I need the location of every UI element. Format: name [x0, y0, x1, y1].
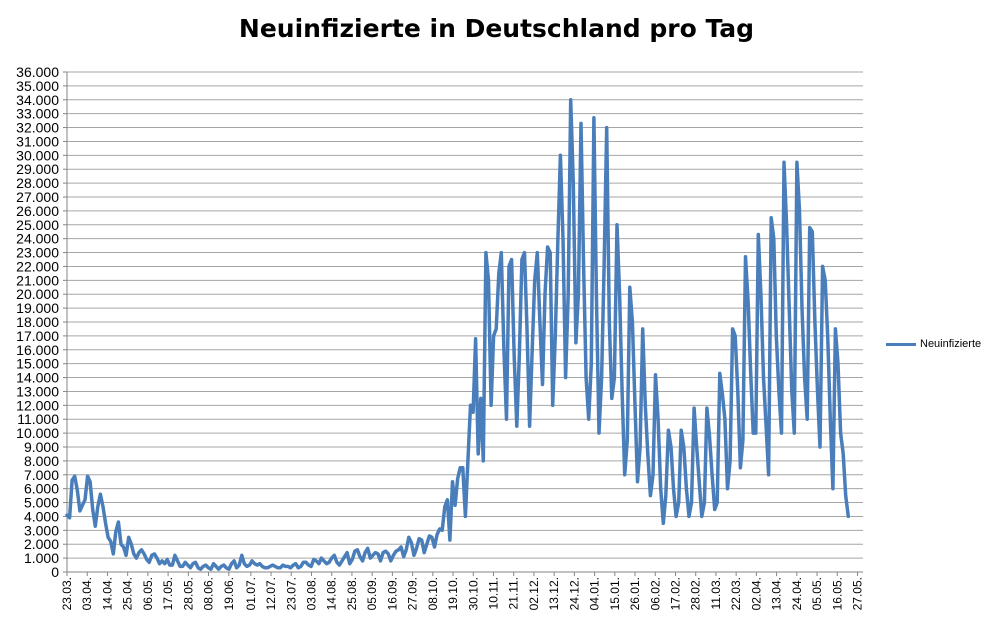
y-tick-label: 7.000 [24, 467, 59, 483]
y-tick-label: 4.000 [24, 508, 59, 524]
y-tick-label: 25.000 [16, 217, 59, 233]
y-tick-label: 0 [51, 564, 59, 580]
x-tick-label: 08.10. [426, 577, 440, 610]
y-tick-label: 1.000 [24, 550, 59, 566]
x-tick-label: 02.12. [527, 577, 541, 610]
y-tick-label: 27.000 [16, 189, 59, 205]
x-tick-label: 23.03. [60, 577, 74, 610]
legend: Neuinfizierte [886, 338, 981, 350]
x-tick-label: 14.08. [325, 577, 339, 610]
x-tick-label: 01.07. [244, 577, 258, 610]
x-tick-label: 21.11. [507, 577, 521, 609]
series-line-neuinfizierte [65, 98, 851, 571]
x-tick-label: 24.04. [790, 577, 804, 610]
x-tick-label: 12.07. [264, 577, 278, 610]
legend-label: Neuinfizierte [920, 338, 982, 350]
y-tick-label: 16.000 [16, 342, 59, 358]
x-tick-label: 14.04. [100, 577, 114, 610]
y-tick-label: 29.000 [16, 161, 59, 177]
series-layer [65, 98, 851, 571]
x-tick-label: 27.09. [406, 577, 420, 610]
legend-swatch [886, 342, 916, 346]
y-tick-label: 11.000 [17, 411, 59, 427]
y-tick-label: 23.000 [16, 245, 59, 261]
x-tick-label: 06.05. [141, 577, 155, 610]
x-tick-label: 15.01. [608, 577, 622, 610]
y-tick-label: 34.000 [16, 92, 59, 108]
x-tick-label: 25.08. [345, 577, 359, 610]
x-tick-label: 19.10. [446, 577, 460, 610]
y-tick-label: 2.000 [24, 536, 59, 552]
y-tick-label: 26.000 [16, 203, 59, 219]
y-tick-label: 18.000 [16, 314, 59, 330]
x-tick-label: 23.07. [284, 577, 298, 610]
y-tick-label: 5.000 [24, 495, 59, 511]
y-tick-label: 6.000 [24, 481, 59, 497]
x-tick-label: 17.02. [668, 577, 682, 610]
x-tick-label: 16.05. [830, 577, 844, 610]
x-tick-label: 30.10. [466, 577, 480, 610]
x-tick-label: 16.09. [385, 577, 399, 610]
x-tick-label: 03.04. [80, 577, 94, 610]
y-tick-label: 3.000 [24, 522, 59, 538]
y-axis-tick-labels: 01.0002.0003.0004.0005.0006.0007.0008.00… [16, 64, 59, 580]
y-tick-label: 9.000 [24, 439, 59, 455]
x-tick-label: 08.06. [202, 577, 216, 610]
y-tick-label: 21.000 [16, 272, 59, 288]
y-tick-label: 17.000 [16, 328, 59, 344]
x-tick-label: 27.05. [850, 577, 864, 610]
chart-title: Neuinfizierte in Deutschland pro Tag [238, 14, 755, 43]
x-tick-label: 25.04. [121, 577, 135, 610]
y-tick-label: 12.000 [16, 397, 59, 413]
x-tick-label: 04.01. [588, 577, 602, 610]
y-tick-label: 14.000 [16, 370, 59, 386]
x-tick-label: 17.05. [161, 577, 175, 610]
x-tick-label: 22.03. [729, 577, 743, 610]
y-tick-label: 28.000 [16, 175, 59, 191]
x-tick-label: 19.06. [222, 577, 236, 610]
y-tick-label: 24.000 [16, 231, 59, 247]
y-tick-label: 13.000 [16, 383, 59, 399]
x-tick-label: 02.04. [749, 577, 763, 610]
y-tick-label: 36.000 [16, 64, 59, 80]
x-tick-label: 06.02. [648, 577, 662, 610]
y-tick-label: 35.000 [16, 78, 59, 94]
y-tick-label: 19.000 [16, 300, 59, 316]
axes [63, 71, 863, 576]
y-tick-label: 31.000 [16, 133, 59, 149]
x-tick-label: 11.03. [709, 577, 723, 609]
y-tick-label: 32.000 [16, 120, 59, 136]
y-tick-label: 20.000 [16, 286, 59, 302]
x-tick-label: 05.09. [365, 577, 379, 610]
x-tick-label: 03.08. [304, 577, 318, 610]
y-tick-label: 10.000 [16, 425, 59, 441]
x-tick-label: 05.05. [810, 577, 824, 610]
x-tick-label: 10.11. [486, 577, 500, 609]
x-tick-label: 24.12. [567, 577, 581, 610]
y-tick-label: 33.000 [16, 106, 59, 122]
x-tick-label: 28.05. [181, 577, 195, 610]
y-tick-label: 30.000 [16, 147, 59, 163]
x-tick-label: 28.02. [689, 577, 703, 610]
x-axis-tick-labels: 23.03. 03.04. 14.04. 25.04. 06.05. 17.05. 28.0… [60, 577, 864, 610]
y-tick-label: 22.000 [16, 258, 59, 274]
x-tick-label: 13.04. [770, 577, 784, 610]
x-tick-label: 13.12. [547, 577, 561, 610]
x-tick-label: 26.01. [628, 577, 642, 610]
y-tick-label: 8.000 [24, 453, 59, 469]
y-tick-label: 15.000 [16, 356, 59, 372]
